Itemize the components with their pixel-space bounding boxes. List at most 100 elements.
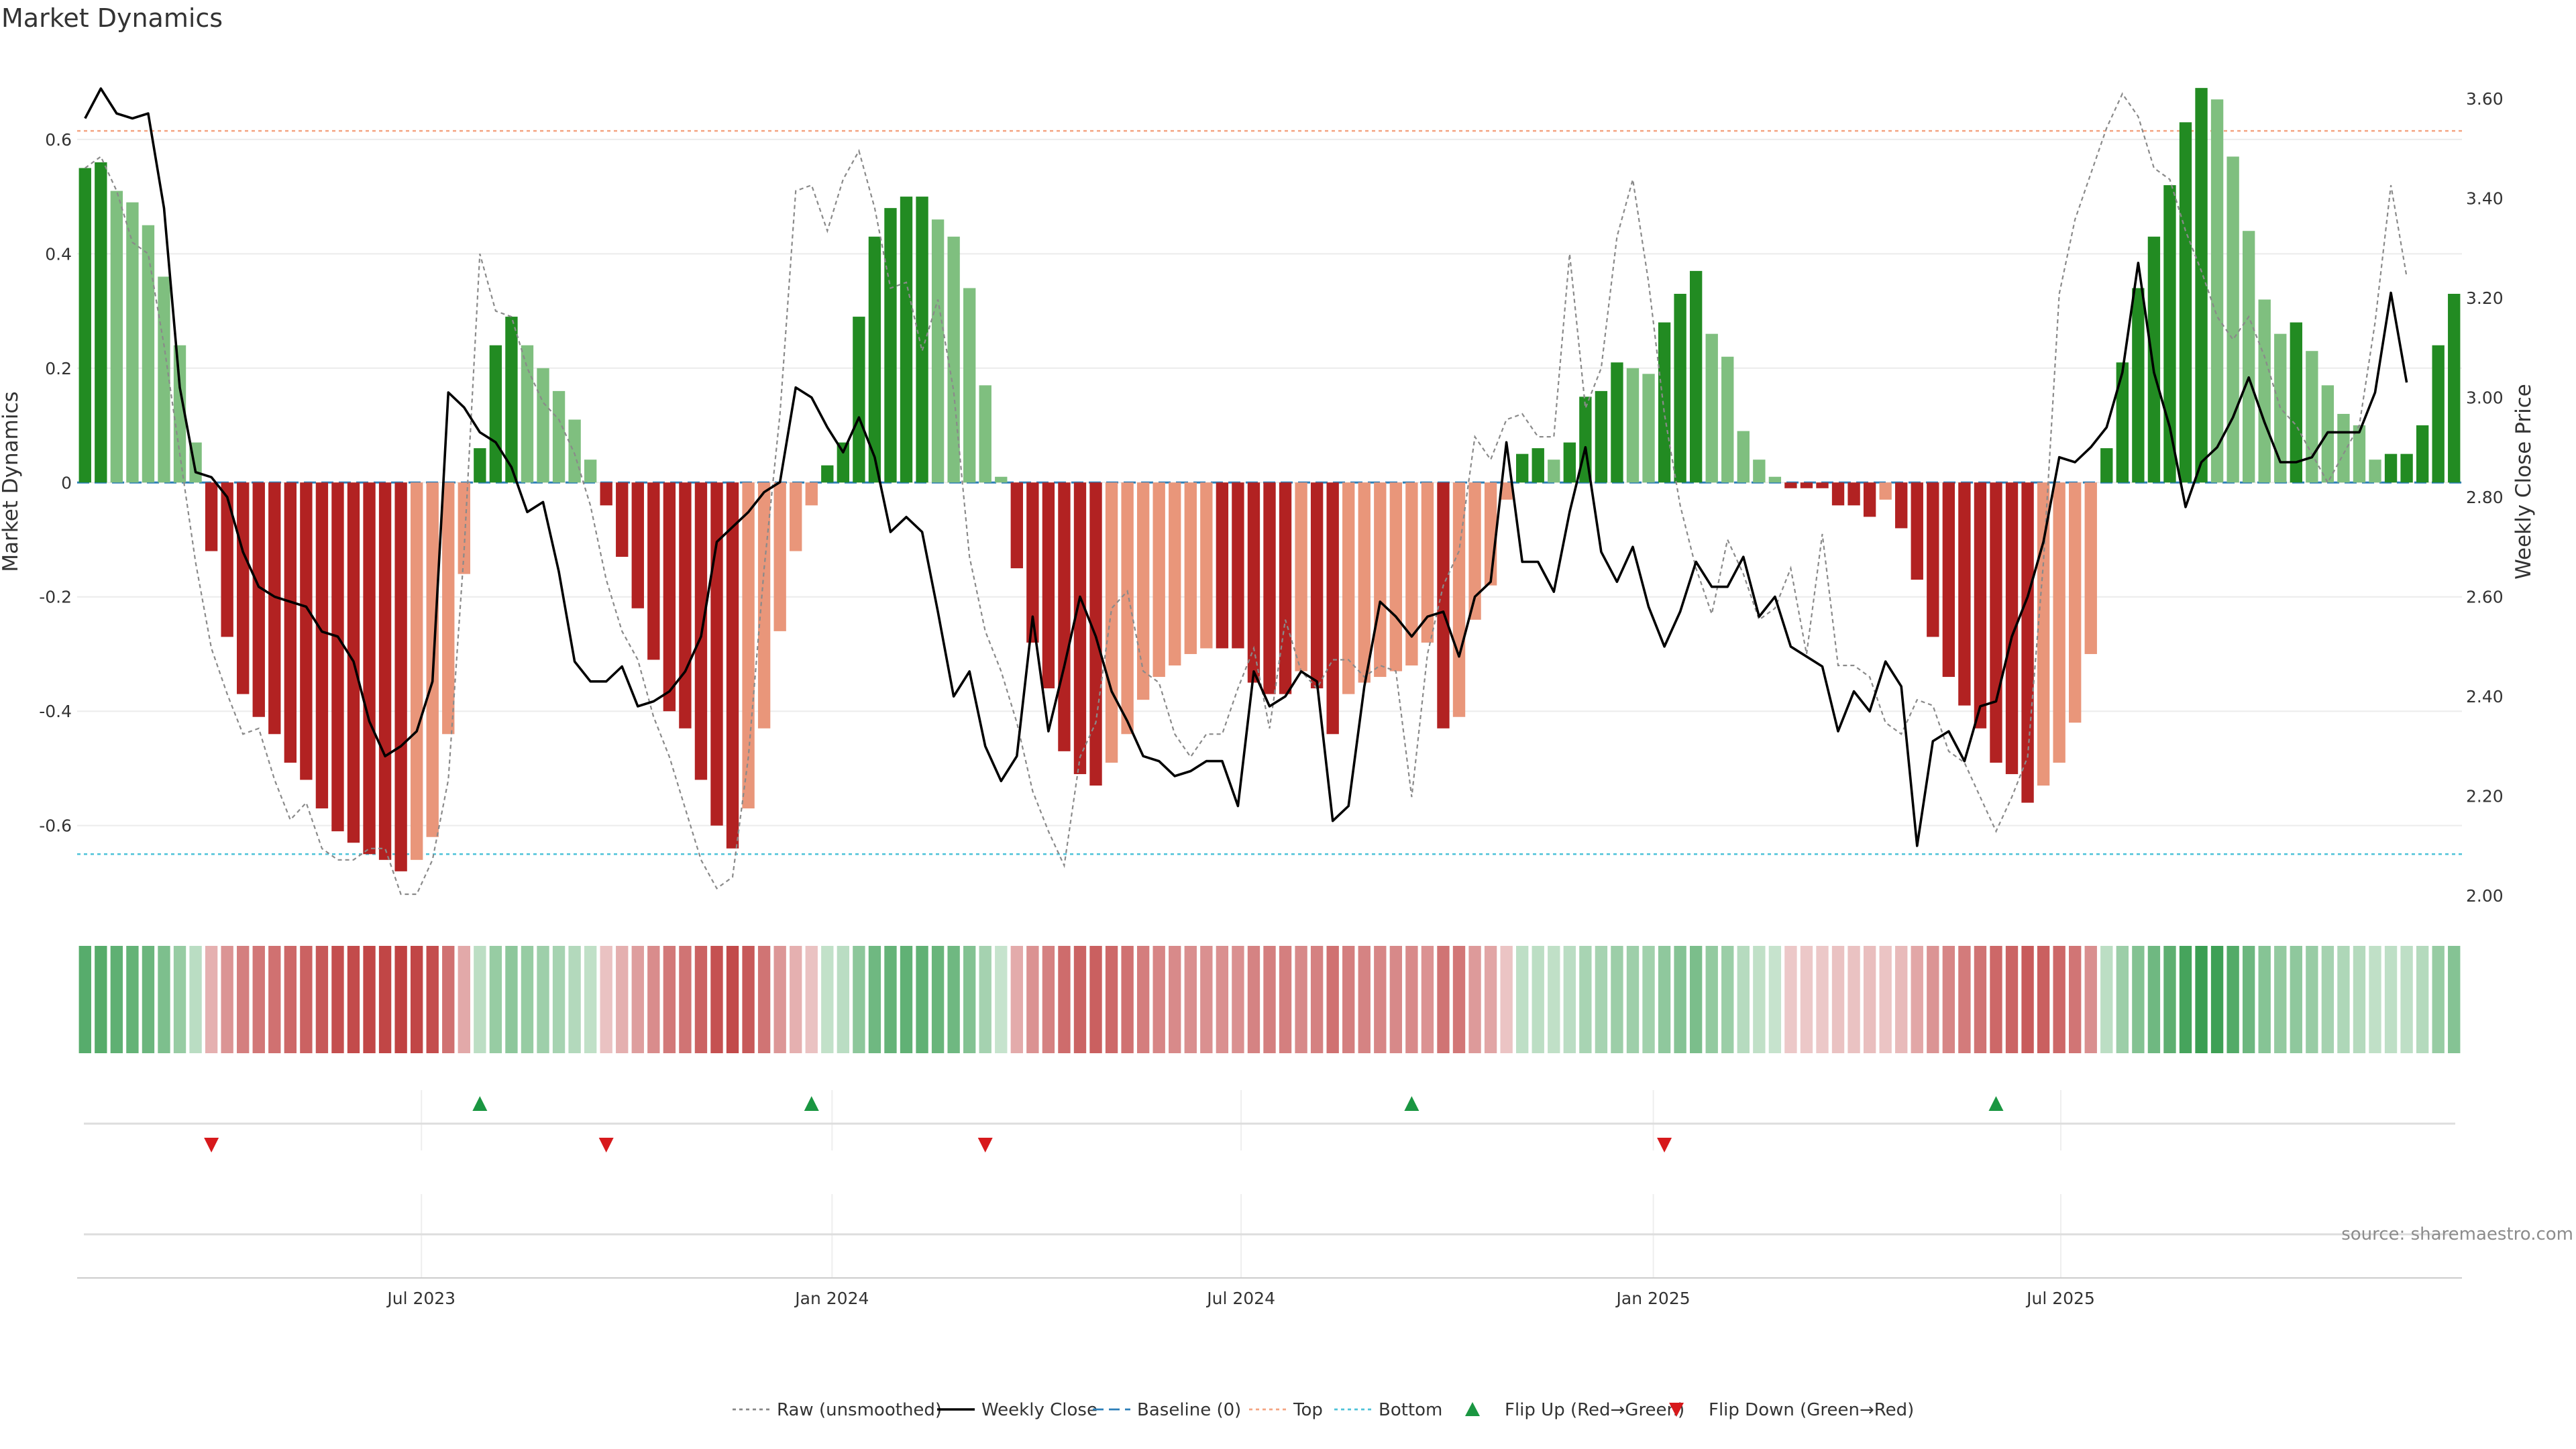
heat-cell (663, 946, 676, 1053)
y-tick-label: 0 (61, 473, 72, 492)
momentum-bar (2100, 448, 2113, 483)
momentum-bar (1374, 482, 1387, 678)
momentum-bar (2037, 482, 2050, 786)
momentum-bar (1642, 374, 1655, 483)
momentum-bar (1073, 482, 1087, 774)
momentum-bar (268, 482, 281, 735)
legend-item: Weekly Close (937, 1400, 1097, 1420)
momentum-bar (1184, 482, 1197, 654)
y-tick-label: -0.6 (39, 816, 72, 836)
heat-cell (2258, 946, 2271, 1053)
heat-cell (1468, 946, 1481, 1053)
weekly-close-line (84, 87, 2408, 847)
momentum-bar (363, 482, 376, 855)
momentum-bar (1863, 482, 1876, 517)
momentum-bar (1010, 482, 1023, 569)
momentum-bar (2384, 453, 2398, 483)
y-tick-label: -0.2 (39, 588, 72, 607)
momentum-bar (790, 482, 802, 551)
heat-cell (2053, 946, 2065, 1053)
momentum-bar (1847, 482, 1860, 506)
y2-tick-label: 3.40 (2466, 189, 2504, 208)
heat-cell (394, 946, 407, 1053)
momentum-bar (900, 197, 913, 483)
heat-cell (1674, 946, 1686, 1053)
y2-tick-label: 3.00 (2466, 388, 2504, 407)
heat-cell (2037, 946, 2050, 1053)
momentum-bar (2069, 482, 2082, 723)
momentum-bar (1516, 453, 1529, 483)
momentum-bar (2195, 88, 2208, 483)
heat-cell (710, 946, 723, 1053)
momentum-bar (489, 345, 502, 483)
momentum-bar (979, 385, 991, 483)
momentum-bar (757, 482, 771, 729)
momentum-bar (205, 482, 218, 551)
heat-cell (426, 946, 439, 1053)
heat-cell (568, 946, 581, 1053)
heat-cell (1658, 946, 1671, 1053)
legend-item: Raw (unsmoothed) (733, 1400, 942, 1420)
momentum-bar (1121, 482, 1134, 735)
heat-cell (458, 946, 470, 1053)
heat-cell (1958, 946, 1971, 1053)
heat-cell (694, 946, 708, 1053)
heat-cell (1437, 946, 1450, 1053)
heat-cell (300, 946, 313, 1053)
momentum-bar (173, 345, 186, 483)
heat-cell (1579, 946, 1592, 1053)
momentum-bar (126, 202, 139, 483)
heat-cell (584, 946, 597, 1053)
momentum-bar (110, 191, 123, 483)
heat-cell (2084, 946, 2097, 1053)
heat-cell (2021, 946, 2034, 1053)
heat-cell (2100, 946, 2113, 1053)
heat-cell (1784, 946, 1797, 1053)
heat-cell (773, 946, 786, 1053)
momentum-bar (916, 197, 928, 483)
momentum-bar (1500, 482, 1513, 500)
heat-cell (931, 946, 945, 1053)
flip-down-marker (977, 1138, 993, 1152)
raw-series (85, 92, 2408, 896)
heat-cell (853, 946, 865, 1053)
heat-cell (1279, 946, 1292, 1053)
momentum-bar (1169, 482, 1181, 666)
y-tick-label: 0.2 (45, 359, 72, 378)
heat-cell (158, 946, 170, 1053)
heat-cell (252, 946, 265, 1053)
heat-cell (2242, 946, 2255, 1053)
momentum-bar (1784, 482, 1797, 488)
heat-cell (868, 946, 881, 1053)
heat-cell (1326, 946, 1339, 1053)
heat-cell (1121, 946, 1134, 1053)
raw-unsmoothed-line (85, 92, 2408, 896)
y2-axis-label: Weekly Close Price (2512, 384, 2536, 580)
heat-cell (1374, 946, 1387, 1053)
momentum-bar (1958, 482, 1971, 706)
heat-cell (2210, 946, 2224, 1053)
heat-cell (1689, 946, 1703, 1053)
momentum-bar (679, 482, 692, 729)
heat-cell (916, 946, 928, 1053)
heat-cell (2321, 946, 2334, 1053)
heat-cell (1216, 946, 1229, 1053)
source-note: source: sharemaestro.com (2341, 1224, 2573, 1244)
momentum-bar (2416, 425, 2429, 483)
momentum-bar (568, 419, 581, 483)
heat-cell (979, 946, 991, 1053)
momentum-bar (315, 482, 329, 809)
heat-cell (2132, 946, 2145, 1053)
momentum-bar (805, 482, 818, 506)
momentum-bar (1548, 460, 1560, 483)
momentum-bar (616, 482, 629, 557)
heat-cell (1026, 946, 1039, 1053)
heat-cell (1563, 946, 1576, 1053)
heat-cell (78, 946, 91, 1053)
heat-cell (537, 946, 549, 1053)
heat-cell (1800, 946, 1813, 1053)
momentum-bar (1437, 482, 1450, 729)
momentum-bar (931, 219, 945, 483)
momentum-bar (1737, 431, 1750, 483)
